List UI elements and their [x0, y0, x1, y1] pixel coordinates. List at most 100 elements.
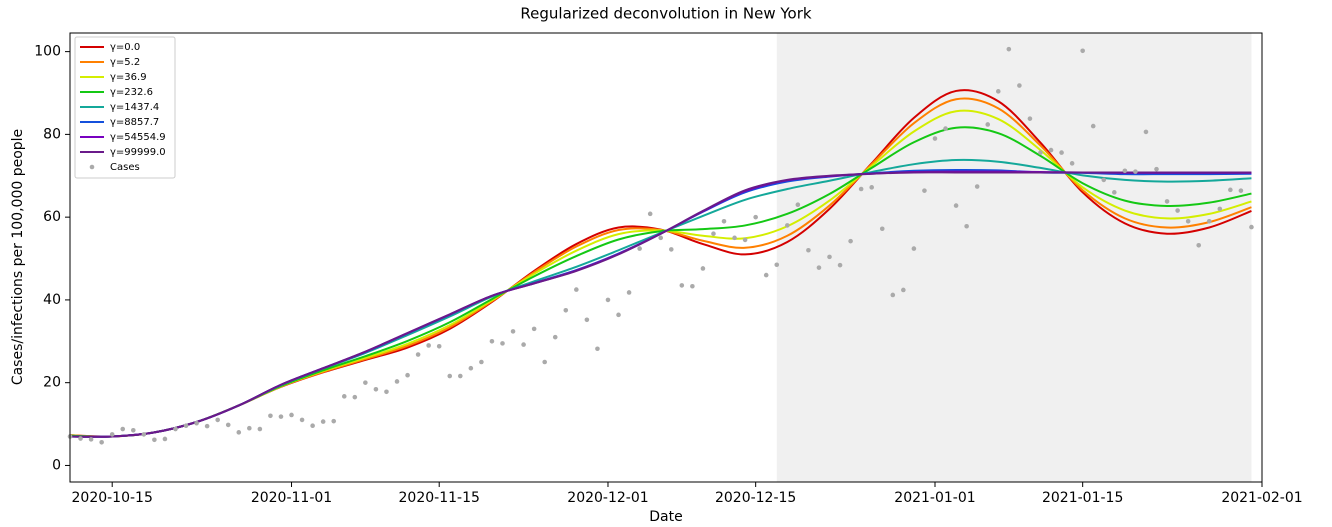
point	[785, 223, 790, 228]
point	[595, 346, 600, 352]
point	[458, 373, 463, 379]
point	[647, 211, 653, 217]
point	[1069, 161, 1075, 166]
point	[415, 352, 421, 357]
point	[816, 265, 822, 270]
point	[331, 418, 337, 424]
x-tick-label: 2021-01-01	[894, 490, 975, 506]
point	[173, 426, 178, 432]
point	[479, 359, 484, 365]
point	[394, 379, 400, 384]
line	[69, 171, 1252, 438]
point	[225, 422, 231, 428]
point	[690, 283, 695, 289]
point	[1038, 150, 1043, 155]
point	[890, 292, 896, 298]
legend-label: γ=36.9	[110, 72, 147, 83]
x-axis-label: Date	[649, 509, 682, 525]
point	[109, 432, 115, 437]
point	[911, 246, 917, 251]
point	[257, 426, 263, 432]
point	[637, 246, 642, 251]
legend-box	[74, 36, 176, 179]
point	[320, 419, 326, 424]
plot-frame	[69, 32, 1263, 483]
point	[141, 432, 147, 437]
x-tick-label: 2020-11-01	[251, 490, 332, 506]
point	[584, 317, 590, 323]
y-tick-label: 20	[43, 375, 61, 391]
point	[922, 188, 927, 193]
point	[1185, 218, 1191, 224]
point	[932, 136, 938, 141]
point	[130, 427, 136, 433]
point	[1238, 188, 1244, 193]
point	[299, 417, 305, 423]
point	[289, 412, 294, 418]
legend-label: γ=54554.9	[110, 132, 166, 143]
legend-label: γ=8857.7	[110, 117, 159, 128]
x-tick-label: 2020-12-01	[567, 490, 648, 506]
point	[974, 184, 980, 189]
point	[1059, 150, 1064, 155]
point	[901, 287, 906, 293]
point	[626, 290, 632, 295]
point	[721, 218, 727, 224]
point	[995, 89, 1001, 94]
point	[552, 334, 558, 340]
point	[774, 262, 780, 268]
point	[247, 425, 252, 431]
point	[236, 430, 242, 435]
y-tick-label: 0	[52, 457, 61, 473]
x-tick-label: 2020-10-15	[72, 490, 153, 506]
point	[1164, 199, 1170, 204]
point	[1080, 48, 1085, 54]
point	[1112, 190, 1117, 195]
point	[363, 380, 368, 385]
point	[605, 297, 611, 303]
point	[943, 126, 948, 131]
shaded-region	[776, 33, 1252, 482]
point	[1133, 169, 1138, 174]
point	[468, 365, 474, 371]
point	[1249, 224, 1254, 230]
point	[88, 437, 94, 442]
point	[1006, 46, 1012, 52]
point	[521, 342, 526, 347]
x-tick-label: 2021-02-01	[1221, 490, 1302, 506]
x-tick-label: 2021-01-15	[1042, 490, 1123, 506]
point	[879, 226, 885, 232]
y-tick-label: 100	[34, 44, 61, 60]
point	[352, 394, 358, 400]
point	[436, 343, 442, 349]
x-tick-label: 2020-11-15	[399, 490, 480, 506]
point	[837, 262, 843, 268]
y-tick-label: 80	[43, 126, 61, 142]
point	[489, 338, 495, 344]
point	[848, 238, 853, 244]
chart-title: Regularized deconvolution in New York	[520, 5, 811, 23]
point	[1090, 123, 1096, 129]
legend-label: γ=99999.0	[110, 147, 166, 158]
point	[806, 247, 811, 253]
point	[373, 387, 379, 392]
y-tick-label: 60	[43, 209, 61, 225]
point	[194, 420, 199, 426]
point	[763, 272, 769, 278]
legend-label: γ=1437.4	[110, 102, 159, 113]
x-tick-label: 2020-12-15	[715, 490, 796, 506]
point	[162, 436, 168, 442]
point	[1143, 129, 1149, 135]
point	[964, 223, 969, 229]
point	[204, 423, 210, 429]
y-tick-label: 40	[43, 292, 61, 308]
point	[384, 389, 389, 395]
point	[426, 343, 431, 348]
point	[1217, 206, 1223, 212]
point	[711, 231, 716, 237]
point	[215, 417, 220, 423]
point	[732, 235, 737, 241]
point	[1206, 218, 1212, 224]
point	[1175, 208, 1180, 213]
point	[668, 247, 674, 252]
